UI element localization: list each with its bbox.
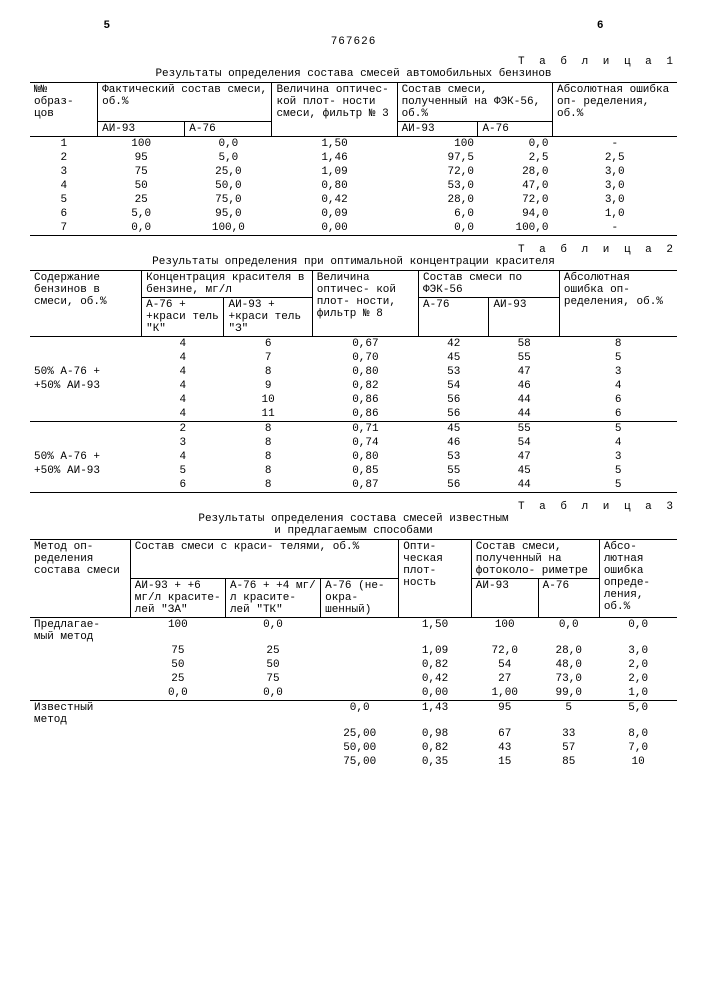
table-row: Предлагае- мый метод 100 0,0 1,50 100 0,… <box>30 618 677 645</box>
table-row: 5 25 75,0 0,42 28,0 72,0 3,0 <box>30 193 677 207</box>
table-row: Известный метод 0,0 1,43 95 5 5,0 <box>30 701 677 728</box>
t3-h5: Абсо- лютная ошибка опреде- ления, об.% <box>599 540 677 618</box>
t3-h4b: А-76 <box>538 579 599 618</box>
table-row: 6 8 0,87 56 44 5 <box>30 478 677 493</box>
table1-label: Т а б л и ц а 1 <box>30 56 677 68</box>
t3-h3: Опти- ческая плот- ность <box>399 540 472 618</box>
table-row: +50% АИ-93 4 9 0,82 54 46 4 <box>30 379 677 393</box>
page-right: 6 <box>597 20 604 32</box>
t2-h4: Состав смеси по ФЭК-56 <box>419 271 560 298</box>
table2: Содержание бензинов в смеси, об.% Концен… <box>30 270 677 493</box>
page-left: 5 <box>104 20 111 32</box>
table3-caption: Результаты определения состава смесей из… <box>30 513 677 537</box>
t1-h4a: АИ-93 <box>397 122 478 137</box>
table-row: 25 75 0,42 27 73,0 2,0 <box>30 672 677 686</box>
table3: Метод оп- ределения состава смеси Состав… <box>30 539 677 769</box>
table-row: +50% АИ-93 5 8 0,85 55 45 5 <box>30 464 677 478</box>
table1: №№ образ- цов Фактический состав смеси, … <box>30 82 677 236</box>
t1-h4b: А-76 <box>478 122 553 137</box>
table-row: 4 6 0,67 42 58 8 <box>30 337 677 352</box>
t1-h2a: АИ-93 <box>98 122 185 137</box>
t3-h2a: АИ-93 + +6 мг/л красите- лей "ЗА" <box>130 579 225 618</box>
t2-h5: Абсолютная ошибка оп- ределения, об.% <box>559 271 677 337</box>
t2-h3: Величина оптичес- кой плот- ности, фильт… <box>312 271 418 337</box>
t2-h1: Содержание бензинов в смеси, об.% <box>30 271 142 337</box>
t2-h2b: АИ-93 + +краси тель "З" <box>224 298 312 337</box>
t3-h4: Состав смеси, полученный на фотоколо- ри… <box>471 540 599 579</box>
t2-h2: Концентрация красителя в бензине, мг/л <box>142 271 313 298</box>
table-row: 50 50 0,82 54 48,0 2,0 <box>30 658 677 672</box>
table3-label: Т а б л и ц а 3 <box>30 501 677 513</box>
t1-h1: №№ образ- цов <box>30 83 98 137</box>
table-row: 50,00 0,82 43 57 7,0 <box>30 741 677 755</box>
t3-h1: Метод оп- ределения состава смеси <box>30 540 130 618</box>
t1-h2: Фактический состав смеси, об.% <box>98 83 272 122</box>
table-row: 4 50 50,0 0,80 53,0 47,0 3,0 <box>30 179 677 193</box>
table-row: 3 8 0,74 46 54 4 <box>30 436 677 450</box>
table-row: 7 0,0 100,0 0,00 0,0 100,0 - <box>30 221 677 236</box>
table2-label: Т а б л и ц а 2 <box>30 244 677 256</box>
table-row: 75,00 0,35 15 85 10 <box>30 755 677 769</box>
table-row: 50% А-76 + 4 8 0,80 53 47 3 <box>30 450 677 464</box>
table-row: 6 5,0 95,0 0,09 6,0 94,0 1,0 <box>30 207 677 221</box>
table-row: 25,00 0,98 67 33 8,0 <box>30 727 677 741</box>
doc-number: 767626 <box>30 36 677 48</box>
table-row: 0,0 0,0 0,00 1,00 99,0 1,0 <box>30 686 677 701</box>
table2-caption: Результаты определения при оптимальной к… <box>30 256 677 268</box>
page-numbers: 5 6 <box>104 20 604 32</box>
t3-h2b: А-76 + +4 мг/л красите- лей "ТК" <box>225 579 320 618</box>
t3-h2c: А-76 (не- окра- шенный) <box>321 579 399 618</box>
table-row: 75 25 1,09 72,0 28,0 3,0 <box>30 644 677 658</box>
table-row: 4 7 0,70 45 55 5 <box>30 351 677 365</box>
t3-h4a: АИ-93 <box>471 579 538 618</box>
table-row: 50% А-76 + 4 8 0,80 53 47 3 <box>30 365 677 379</box>
t2-h2a: А-76 + +краси тель "К" <box>142 298 224 337</box>
table-row: 2 8 0,71 45 55 5 <box>30 422 677 437</box>
table1-caption: Результаты определения состава смесей ав… <box>30 68 677 80</box>
table-row: 4 11 0,86 56 44 6 <box>30 407 677 422</box>
t1-h5: Абсолютная ошибка оп- ределения, об.% <box>552 83 677 137</box>
t1-h3: Величина оптичес- кой плот- ности смеси,… <box>272 83 397 137</box>
table-row: 2 95 5,0 1,46 97,5 2,5 2,5 <box>30 151 677 165</box>
t2-h4b: АИ-93 <box>489 298 559 337</box>
t2-h4a: А-76 <box>419 298 489 337</box>
table-row: 4 10 0,86 56 44 6 <box>30 393 677 407</box>
table-row: 1 100 0,0 1,50 100 0,0 - <box>30 137 677 152</box>
t1-h2b: А-76 <box>185 122 272 137</box>
t3-h2: Состав смеси с краси- телями, об.% <box>130 540 399 579</box>
table-row: 3 75 25,0 1,09 72,0 28,0 3,0 <box>30 165 677 179</box>
t1-h4: Состав смеси, полученный на ФЭК-56, об.% <box>397 83 552 122</box>
